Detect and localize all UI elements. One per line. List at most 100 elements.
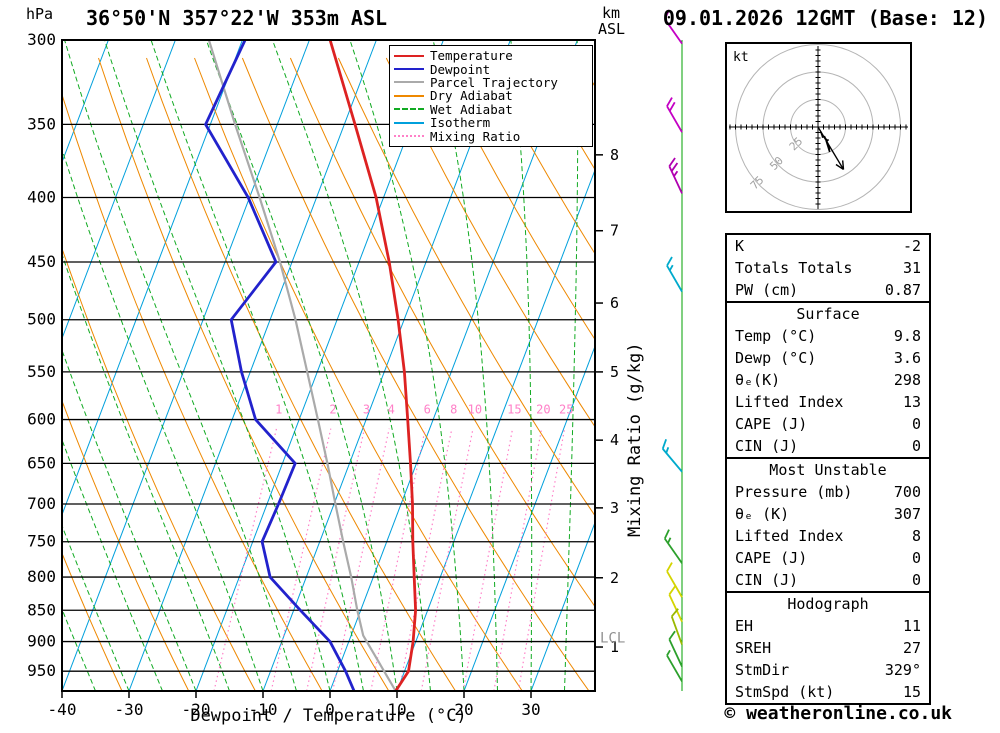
- hodograph-stats-section: Hodograph EH 11 SREH 27 StmDir 329° StmS…: [727, 591, 929, 703]
- storm-motion-arrow: [817, 126, 845, 171]
- stat-row: Dewp (°C) 3.6: [727, 347, 929, 369]
- svg-text:350: 350: [27, 114, 56, 133]
- svg-text:550: 550: [27, 362, 56, 381]
- dewpoint-line-swatch: [394, 68, 424, 71]
- stat-row: CIN (J) 0: [727, 569, 929, 591]
- legend-label: Dewpoint: [430, 61, 491, 77]
- svg-text:7: 7: [610, 222, 619, 240]
- stat-label: CAPE (J): [735, 415, 808, 433]
- svg-text:10: 10: [387, 700, 406, 719]
- svg-text:950: 950: [27, 661, 56, 680]
- legend-item-parcel: Parcel Trajectory: [394, 74, 588, 90]
- svg-text:-40: -40: [48, 700, 77, 719]
- stat-value: 13: [902, 393, 921, 411]
- svg-text:4: 4: [388, 403, 395, 417]
- wind-barb: [666, 97, 683, 133]
- isotherm-line-swatch: [394, 121, 424, 124]
- parcel-line-swatch: [394, 81, 424, 84]
- stat-row: Temp (°C) 9.8: [727, 325, 929, 347]
- stats-panel: K -2 Totals Totals 31 PW (cm) 0.87 Surfa…: [725, 233, 931, 705]
- svg-text:-30: -30: [115, 700, 144, 719]
- legend-label: Dry Adiabat: [430, 88, 513, 104]
- legend-item-dry-adiabat: Dry Adiabat: [394, 88, 588, 104]
- hodograph: 25 50 75 kt: [725, 42, 912, 217]
- svg-text:800: 800: [27, 567, 56, 586]
- stat-value: 298: [893, 371, 921, 389]
- stat-value: 15: [902, 683, 921, 701]
- stat-label: Totals Totals: [735, 259, 853, 277]
- stat-value: 9.8: [893, 327, 921, 345]
- stat-label: Lifted Index: [735, 527, 844, 545]
- svg-text:5: 5: [610, 363, 619, 381]
- stat-value: 307: [893, 505, 921, 523]
- svg-text:300: 300: [27, 30, 56, 49]
- svg-text:1: 1: [610, 638, 619, 656]
- wind-barb: [663, 9, 683, 45]
- svg-text:20: 20: [454, 700, 473, 719]
- mixing-ratio-labels: 1 2 3 4 6 8 10 15 20 25: [275, 403, 573, 417]
- station-title: 36°50'N 357°22'W 353m ASL: [86, 6, 388, 30]
- altitude-axis-ref-label: ASL: [598, 20, 626, 38]
- stat-label: CIN (J): [735, 571, 799, 589]
- svg-text:30: 30: [521, 700, 540, 719]
- section-title: Hodograph: [787, 595, 869, 613]
- legend-label: Parcel Trajectory: [430, 74, 558, 90]
- wind-barb: [666, 649, 683, 682]
- dry-adiabat-line-swatch: [394, 94, 424, 97]
- stat-value: 3.6: [893, 349, 921, 367]
- altitude-axis: 8 7 6 5 4 3 2 1: [595, 146, 619, 656]
- plot-frame: [61, 39, 596, 692]
- svg-text:850: 850: [27, 600, 56, 619]
- dewpoint-curve: [204, 40, 356, 691]
- temperature-line-swatch: [394, 54, 424, 57]
- svg-text:-10: -10: [249, 700, 278, 719]
- stat-value: 31: [902, 259, 921, 277]
- legend-label: Mixing Ratio: [430, 128, 521, 144]
- stat-row: StmDir 329°: [727, 659, 929, 681]
- stat-value: 0: [911, 437, 921, 455]
- svg-text:500: 500: [27, 310, 56, 329]
- svg-text:400: 400: [27, 188, 56, 207]
- mixing-ratio-line-swatch: [394, 135, 424, 138]
- svg-text:4: 4: [610, 431, 619, 449]
- svg-text:650: 650: [27, 453, 56, 472]
- stat-value: 0: [911, 549, 921, 567]
- legend-item-isotherm: Isotherm: [394, 115, 588, 131]
- wind-barb: [668, 157, 683, 194]
- legend-label: Isotherm: [430, 115, 491, 131]
- stat-value: 700: [893, 483, 921, 501]
- legend-label: Temperature: [430, 48, 513, 64]
- stat-value: 27: [902, 639, 921, 657]
- plot-background-lines: [62, 40, 595, 691]
- temperature-axis-ticks: -40 -30 -20 -10 0 10 20 30: [48, 691, 541, 719]
- pressure-axis-unit-label: hPa: [26, 5, 54, 23]
- svg-text:900: 900: [27, 632, 56, 651]
- stat-value: 0.87: [884, 281, 921, 299]
- svg-text:750: 750: [27, 532, 56, 551]
- stat-value: 8: [911, 527, 921, 545]
- stat-row: θₑ(K) 298: [727, 369, 929, 391]
- stat-row: CAPE (J) 0: [727, 413, 929, 435]
- stat-row: CIN (J) 0: [727, 435, 929, 457]
- wind-barb: [666, 256, 683, 293]
- stat-row: EH 11: [727, 615, 929, 637]
- stat-row: StmSpd (kt) 15: [727, 681, 929, 703]
- temperature-curve: [328, 40, 418, 691]
- hodograph-wind-trace: [820, 131, 831, 153]
- svg-text:0: 0: [325, 700, 335, 719]
- stat-row: K -2: [727, 235, 929, 257]
- legend: Temperature Dewpoint Parcel Trajectory D…: [389, 45, 593, 147]
- stat-row: PW (cm) 0.87: [727, 279, 929, 301]
- svg-text:3: 3: [363, 403, 370, 417]
- legend-label: Wet Adiabat: [430, 101, 513, 117]
- svg-text:15: 15: [507, 403, 521, 417]
- stat-label: PW (cm): [735, 281, 799, 299]
- stat-label: Lifted Index: [735, 393, 844, 411]
- legend-item-mixing-ratio: Mixing Ratio: [394, 128, 588, 144]
- stat-label: Dewp (°C): [735, 349, 817, 367]
- stat-value: 0: [911, 415, 921, 433]
- stat-row: CAPE (J) 0: [727, 547, 929, 569]
- stat-label: K: [735, 237, 745, 255]
- svg-text:8: 8: [610, 146, 619, 164]
